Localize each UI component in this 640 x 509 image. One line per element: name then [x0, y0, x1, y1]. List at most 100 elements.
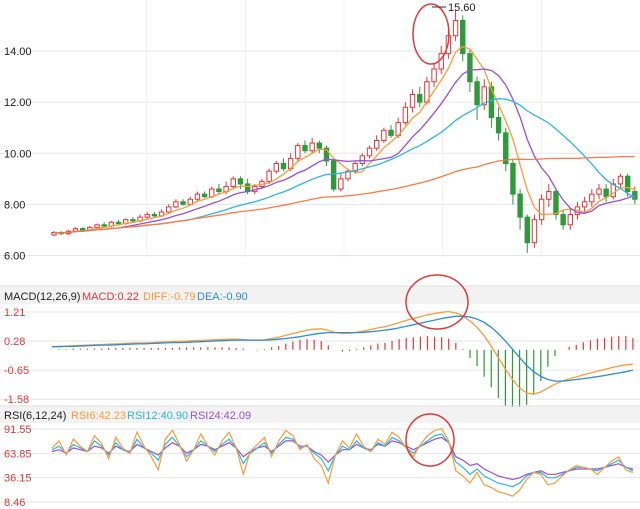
price-candle-body — [302, 145, 308, 152]
price-candle-body — [144, 214, 150, 218]
price-candle-body — [538, 198, 545, 221]
price-candle-body — [316, 142, 323, 149]
price-ma-line — [53, 45, 635, 234]
price-candle-body — [409, 94, 416, 108]
macd-tick-labels: 1.21 0.28 -0.65 -1.58 — [4, 307, 29, 406]
price-tick-label: 12.00 — [4, 97, 32, 109]
price-candle-body — [51, 231, 57, 236]
macd-dea-line — [52, 315, 634, 382]
macd-legend-bar — [0, 287, 640, 304]
price-candle-body — [216, 188, 222, 193]
price-panel: 14.00 12.00 10.00 8.00 6.00 15.60 — [0, 0, 640, 283]
price-candle-body — [474, 81, 480, 106]
macd-peak-circle — [405, 274, 469, 330]
price-tick-label: 10.00 — [4, 148, 32, 160]
price-peak-label: 15.60 — [448, 2, 476, 14]
price-candle-body — [603, 188, 609, 198]
price-candle-body — [79, 228, 86, 231]
price-moving-averages — [53, 45, 636, 234]
price-candle-body — [130, 219, 136, 222]
price-candle-body — [581, 201, 588, 208]
price-tick-label: 8.00 — [4, 199, 25, 211]
price-candle-body — [567, 214, 573, 226]
price-candle-body — [524, 216, 530, 244]
rsi-tick-label: 63.85 — [4, 448, 32, 460]
macd-grid — [0, 311, 640, 400]
price-candle-body — [151, 214, 158, 217]
price-candle-body — [345, 170, 351, 180]
price-peak-annotation: 15.60 — [412, 2, 476, 65]
rsi-tick-label: 91.55 — [4, 424, 32, 436]
price-candle-body — [417, 94, 423, 103]
rsi-legend-rsi24: RSI24:42.09 — [190, 410, 251, 422]
price-candle-body — [467, 53, 473, 83]
price-candle-body — [166, 206, 172, 213]
price-candle-body — [624, 175, 631, 193]
price-candle-body — [273, 162, 279, 172]
price-candle-body — [560, 214, 566, 226]
price-panel-bg — [0, 0, 640, 283]
price-candle-body — [402, 106, 409, 124]
price-candle-body — [617, 175, 624, 185]
price-candle-body — [481, 86, 487, 106]
price-candle-body — [173, 201, 179, 208]
rsi-tick-label: 8.46 — [4, 497, 25, 509]
rsi-panel: RSI(6,12,24) RSI6:42.23 RSI12:40.90 RSI2… — [0, 405, 640, 509]
price-candle-body — [244, 183, 251, 193]
rsi-legend-bar — [0, 407, 640, 423]
price-candle-body — [488, 86, 495, 119]
price-candles — [51, 10, 638, 253]
price-candle-body — [309, 142, 315, 152]
price-candle-body — [338, 178, 344, 190]
price-candle-body — [510, 162, 516, 195]
macd-legend-macd: MACD:0.22 — [82, 291, 139, 303]
price-candle-body — [115, 221, 122, 225]
price-candle-body — [230, 178, 236, 187]
price-candle-body — [201, 193, 208, 198]
price-candle-body — [431, 68, 437, 83]
price-candle-body — [295, 145, 301, 159]
price-candle-body — [266, 170, 272, 182]
price-grid — [0, 0, 640, 258]
rsi-legend-rsi6: RSI6:42.23 — [71, 410, 126, 422]
price-candle-body — [503, 132, 509, 164]
price-candle-body — [373, 139, 380, 149]
price-tick-label: 6.00 — [4, 250, 25, 262]
price-candle-body — [388, 129, 394, 136]
price-candle-body — [596, 188, 602, 195]
rsi-legend-title: RSI(6,12,24) — [4, 410, 66, 422]
price-candle-body — [323, 147, 330, 162]
price-candle-body — [610, 183, 617, 198]
price-tick-label: 14.00 — [4, 46, 32, 58]
price-candle-body — [517, 193, 523, 218]
macd-diff-line — [51, 310, 633, 395]
price-candle-body — [94, 224, 100, 228]
macd-legend-dea: DEA:-0.90 — [197, 291, 248, 303]
rsi-tick-labels: 91.55 63.85 36.15 8.46 — [4, 424, 32, 509]
price-candle-body — [180, 201, 186, 205]
macd-histogram — [58, 336, 634, 411]
macd-panel: MACD(12,26,9) MACD:0.22 DIFF:-0.79 DEA:-… — [0, 274, 640, 411]
price-candle-body — [632, 191, 638, 200]
rsi-legend-rsi12: RSI12:40.90 — [127, 410, 188, 422]
price-candle-body — [280, 162, 287, 170]
price-candle-body — [381, 129, 387, 141]
price-candle-body — [101, 224, 107, 227]
price-candle-body — [194, 193, 201, 200]
macd-legend-title: MACD(12,26,9) — [4, 291, 80, 303]
rsi-peak-circle — [405, 413, 455, 467]
macd-legend-diff: DIFF:-0.79 — [143, 291, 196, 303]
rsi-tick-label: 36.15 — [4, 473, 32, 485]
price-ma-line — [53, 68, 636, 234]
rsi-rsi24-line — [51, 436, 634, 481]
price-candle-body — [460, 19, 466, 55]
rsi-lines — [51, 427, 634, 497]
price-candle-body — [366, 147, 373, 157]
price-candle-body — [546, 191, 552, 200]
price-candle-body — [553, 191, 559, 216]
price-candle-body — [330, 160, 337, 190]
rsi-grid — [0, 428, 640, 503]
rsi-rsi6-line — [51, 427, 634, 497]
